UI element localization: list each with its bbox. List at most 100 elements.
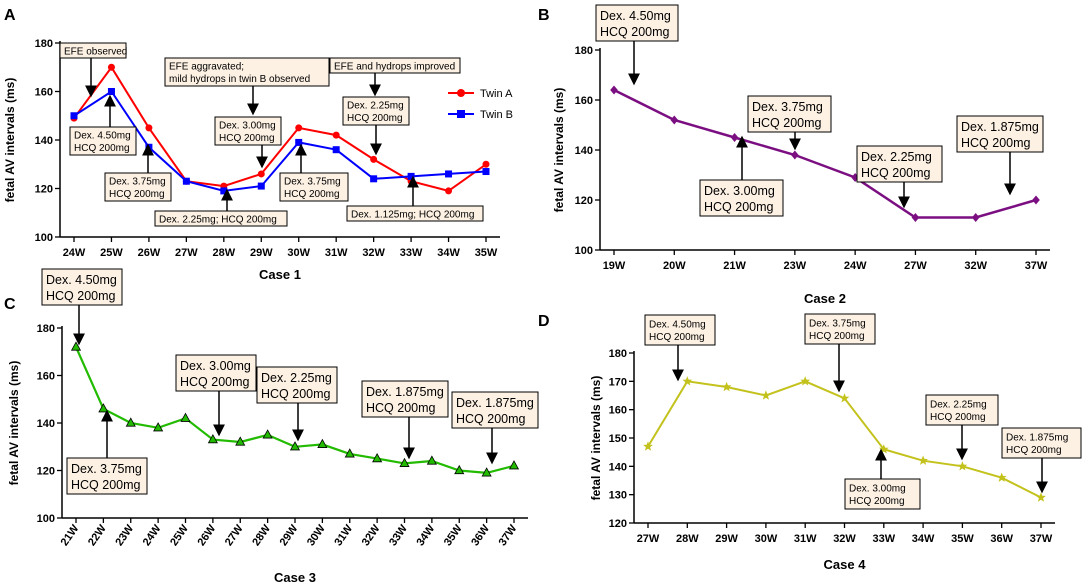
annotation-text: HCQ 200mg	[930, 412, 986, 423]
data-point	[125, 417, 136, 427]
data-point	[207, 433, 218, 444]
y-axis-label: fetal AV intervals (ms)	[7, 361, 21, 486]
y-tick-label: 160	[35, 87, 53, 99]
annotation-text: Dex. 2.25mg	[861, 150, 932, 164]
annotation-text: HCQ 200mg	[74, 143, 130, 154]
annotation-text: HCQ 200mg	[219, 133, 275, 144]
data-point	[295, 124, 303, 132]
data-point	[332, 146, 340, 154]
annotation-text: Dex. 2.25mg	[347, 101, 404, 112]
annotation-text: EFE and hydrops improved	[334, 61, 455, 72]
annotation-box	[844, 478, 921, 510]
legend-label: Twin A	[480, 88, 513, 100]
annotation-box	[69, 126, 137, 156]
data-point	[481, 467, 492, 477]
annotation-text: HCQ 200mg	[861, 166, 931, 180]
data-point	[643, 441, 653, 451]
annotation-box	[595, 4, 679, 42]
annotation-text: Dex. 3.00mg	[704, 184, 775, 198]
annotation-text: mild hydrops in twin B observed	[169, 74, 310, 85]
annotation-text: HCQ 200mg	[849, 496, 905, 507]
annotation-text: Dex. 2.25mg	[261, 371, 332, 385]
legend-label: Twin B	[480, 109, 513, 121]
annotation-box	[1001, 427, 1082, 459]
annotation-box	[214, 116, 282, 146]
x-tick-label: 30W	[305, 522, 328, 548]
x-tick-label: 25W	[100, 247, 123, 259]
x-tick-label: 26W	[196, 522, 219, 548]
x-tick-label: 33W	[387, 522, 410, 548]
y-tick-label: 160	[37, 371, 55, 383]
data-point	[791, 150, 799, 160]
x-tick-label: 31W	[794, 533, 817, 545]
data-point	[996, 472, 1007, 482]
annotation-box	[329, 57, 461, 74]
x-tick-label: 21W	[59, 522, 82, 548]
data-point	[800, 376, 811, 386]
annotation-box	[256, 366, 338, 404]
data-point	[257, 182, 265, 190]
y-tick-label: 170	[609, 376, 627, 388]
data-point	[918, 455, 928, 465]
annotation-box	[342, 96, 410, 126]
annotation-text: Dex. 1.875mg	[366, 385, 444, 399]
x-tick-label: 31W	[325, 247, 348, 259]
annotation-text: Dex. 3.75mg	[71, 462, 142, 476]
annotation-text: Dex. 3.75mg	[284, 177, 341, 188]
annotation-text: Dex. 4.50mg	[649, 320, 706, 331]
annotation-box	[41, 268, 123, 306]
y-axis-label: fetal AV intervals (ms)	[552, 88, 566, 213]
data-point	[70, 112, 78, 120]
y-tick-label: 180	[609, 348, 627, 360]
annotation-text: HCQ 200mg	[704, 200, 774, 214]
data-point	[257, 170, 265, 178]
annotation-text: Dex. 3.00mg	[180, 359, 251, 373]
y-tick-label: 130	[609, 490, 627, 502]
annotation-text: EFE observed	[64, 46, 127, 57]
y-tick-label: 180	[575, 45, 593, 57]
y-tick-label: 150	[609, 433, 627, 445]
x-tick-label: 34W	[437, 247, 460, 259]
data-point	[289, 441, 301, 451]
y-tick-label: 140	[575, 145, 593, 157]
data-point	[180, 412, 191, 422]
y-tick-label: 180	[35, 38, 53, 50]
x-tick-label: 35W	[442, 522, 465, 548]
y-tick-label: 100	[575, 245, 593, 257]
x-tick-label: 25W	[168, 522, 191, 548]
annotation-box	[451, 391, 539, 429]
x-tick-label: 33W	[400, 247, 423, 259]
data-point	[730, 132, 739, 143]
x-axis-label: Case 1	[259, 267, 301, 282]
data-point	[332, 131, 340, 139]
data-point	[70, 341, 82, 351]
x-tick-label: 30W	[755, 533, 778, 545]
x-tick-label: 32W	[362, 247, 385, 259]
data-point	[317, 438, 328, 448]
x-tick-label: 24W	[141, 522, 164, 548]
y-tick-label: 120	[35, 184, 53, 196]
series-line-case-2	[613, 88, 1037, 219]
x-tick-label: 34W	[912, 533, 935, 545]
annotation-text: HCQ 200mg	[961, 136, 1031, 150]
annotation-text: Dex. 2.25mg; HCQ 200mg	[159, 214, 277, 225]
panel-label: B	[538, 7, 550, 24]
y-axis-label: fetal AV intervals (ms)	[3, 78, 17, 203]
data-point	[610, 85, 618, 95]
x-tick-label: 32W	[833, 533, 856, 545]
data-point	[370, 175, 378, 183]
annotation-text: HCQ 200mg	[366, 401, 436, 415]
x-tick-label: 28W	[250, 522, 273, 548]
y-tick-label: 120	[575, 195, 593, 207]
x-tick-label: 23W	[784, 260, 807, 272]
y-tick-label: 100	[37, 513, 55, 525]
annotation-box	[346, 205, 484, 222]
x-tick-label: 28W	[676, 533, 699, 545]
y-tick-label: 160	[609, 405, 627, 417]
x-tick-label: 28W	[213, 247, 236, 259]
y-tick-label: 140	[37, 418, 55, 430]
x-tick-label: 22W	[86, 522, 109, 548]
annotation-text: Dex. 1.875mg	[456, 396, 534, 410]
panel-label: C	[4, 296, 16, 313]
